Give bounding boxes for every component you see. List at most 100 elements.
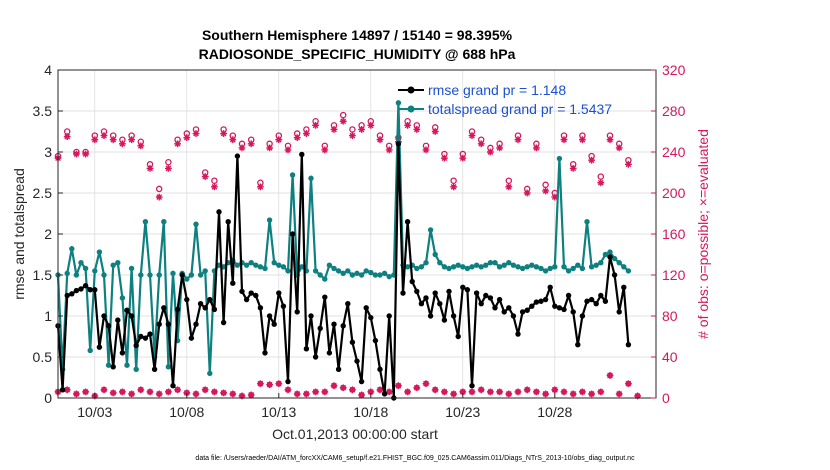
rmse-point <box>128 313 135 319</box>
obs-evaluated-marker <box>109 136 117 144</box>
rmse-point <box>257 305 264 311</box>
obs-count-markers <box>54 111 641 400</box>
obs-evaluated-marker <box>330 126 338 133</box>
totalspread-point <box>473 262 480 268</box>
obs-evaluated-marker <box>146 165 154 172</box>
totalspread-point <box>335 268 342 274</box>
totalspread-point <box>326 262 333 268</box>
rmse-point <box>625 342 632 348</box>
x-axis: 10/03 10/08 10/13 10/18 10/23 10/28 <box>77 393 573 420</box>
totalspread-point <box>184 276 190 282</box>
totalspread-point <box>289 172 296 178</box>
obs-evaluated-low-marker <box>266 381 273 389</box>
totalspread-point <box>446 265 452 272</box>
totalspread-point <box>519 265 526 272</box>
obs-evaluated-marker <box>487 148 494 156</box>
obs-evaluated-marker <box>155 193 163 201</box>
obs-evaluated-low-marker <box>201 386 209 394</box>
obs-evaluated-low-marker <box>358 391 365 399</box>
obs-evaluated-low-marker <box>367 388 375 396</box>
rmse-point <box>542 296 549 303</box>
rmse-point <box>124 307 130 313</box>
obs-evaluated-marker <box>413 126 421 133</box>
rmse-point <box>165 321 172 327</box>
totalspread-point <box>414 265 420 272</box>
totalspread-point <box>317 272 323 278</box>
obs-evaluated-low-marker <box>192 390 200 398</box>
rmse-point <box>556 305 563 311</box>
obs-evaluated-low-marker <box>137 386 145 394</box>
obs-possible-marker <box>505 177 513 184</box>
totalspread-point <box>363 268 369 274</box>
obs-evaluated-marker <box>91 136 99 144</box>
rmse-point <box>506 305 512 311</box>
rmse-point <box>161 305 167 311</box>
rmse-point <box>593 301 599 307</box>
totalspread-point <box>285 268 291 274</box>
obs-evaluated-marker <box>183 134 191 142</box>
obs-evaluated-marker <box>321 146 329 154</box>
totalspread-point <box>487 260 494 266</box>
totalspread-point <box>501 262 507 268</box>
obs-evaluated-low-marker <box>321 388 329 396</box>
obs-evaluated-low-marker <box>229 390 237 398</box>
obs-evaluated-marker <box>505 183 513 191</box>
obs-evaluated-marker <box>385 146 393 154</box>
obs-evaluated-marker <box>514 136 522 144</box>
rmse-point <box>478 301 484 307</box>
obs-evaluated-low-marker <box>441 388 448 396</box>
totalspread-point <box>529 262 535 268</box>
obs-evaluated-marker <box>477 140 485 148</box>
rmse-point <box>552 303 558 309</box>
rmse-point <box>294 309 300 315</box>
obs-evaluated-low-marker <box>505 390 513 398</box>
obs-possible-marker <box>450 177 457 184</box>
obs-evaluated-low-marker <box>588 390 595 398</box>
legend-spread-label: totalspread grand pr = 1.5437 <box>428 101 612 117</box>
rmse-point <box>73 287 80 294</box>
y-right-tick-label: 200 <box>662 185 686 201</box>
totalspread-point <box>607 249 613 255</box>
totalspread-point <box>202 268 208 274</box>
totalspread-point <box>602 251 609 258</box>
totalspread-point <box>299 264 305 270</box>
totalspread-point <box>450 264 457 270</box>
rmse-point <box>87 287 93 293</box>
obs-evaluated-low-marker <box>625 380 632 388</box>
y-right-tick-label: 40 <box>662 349 678 365</box>
obs-evaluated-low-marker <box>551 386 559 394</box>
rmse-point <box>400 290 406 296</box>
totalspread-point <box>188 272 195 278</box>
totalspread-point <box>621 264 627 270</box>
rmse-point <box>377 366 383 372</box>
obs-evaluated-low-marker <box>404 388 411 396</box>
rmse-point <box>386 313 392 319</box>
obs-evaluated-marker <box>560 136 568 144</box>
totalspread-point <box>377 272 383 278</box>
obs-evaluated-low-marker <box>211 388 218 396</box>
totalspread-point <box>538 265 544 272</box>
obs-evaluated-marker <box>165 165 172 172</box>
y-right-tick-label: 120 <box>662 267 686 283</box>
totalspread-point <box>69 246 75 252</box>
totalspread-point <box>147 272 153 278</box>
obs-evaluated-marker <box>100 132 108 139</box>
y-left-tick-label: 3 <box>44 144 52 160</box>
obs-evaluated-marker <box>303 130 310 137</box>
obs-evaluated-marker <box>174 140 181 148</box>
totalspread-point <box>234 262 241 268</box>
totalspread-point <box>464 265 471 272</box>
totalspread-point <box>395 100 402 106</box>
rmse-point <box>271 321 277 327</box>
totalspread-point <box>197 272 204 278</box>
y-left-tick-label: 1 <box>44 308 52 324</box>
rmse-point <box>395 141 402 147</box>
obs-evaluated-marker <box>523 189 531 197</box>
obs-evaluated-low-marker <box>459 388 467 396</box>
obs-evaluated-low-marker <box>477 386 485 394</box>
rmse-point <box>363 305 369 311</box>
obs-evaluated-marker <box>367 121 375 129</box>
rmse-point <box>184 296 190 303</box>
totalspread-point <box>561 264 567 270</box>
